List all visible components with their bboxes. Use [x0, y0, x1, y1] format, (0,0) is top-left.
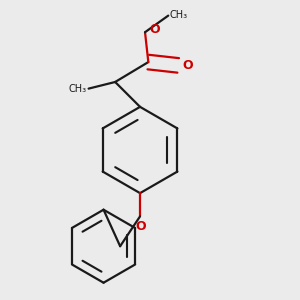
Text: O: O: [136, 220, 146, 233]
Text: O: O: [149, 23, 160, 36]
Text: O: O: [182, 59, 193, 72]
Text: CH₃: CH₃: [170, 10, 188, 20]
Text: CH₃: CH₃: [69, 84, 87, 94]
